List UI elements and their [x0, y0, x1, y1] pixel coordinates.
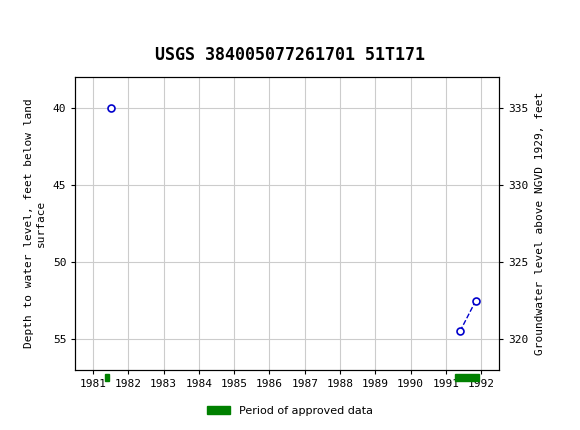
Text: ≡USGS: ≡USGS [12, 16, 70, 35]
Text: USGS 384005077261701 51T171: USGS 384005077261701 51T171 [155, 46, 425, 64]
Legend: Period of approved data: Period of approved data [203, 401, 377, 420]
Y-axis label: Groundwater level above NGVD 1929, feet: Groundwater level above NGVD 1929, feet [535, 92, 545, 355]
Bar [106, 375, 109, 381]
Bar [455, 375, 480, 381]
Y-axis label: Depth to water level, feet below land
surface: Depth to water level, feet below land su… [24, 99, 46, 348]
